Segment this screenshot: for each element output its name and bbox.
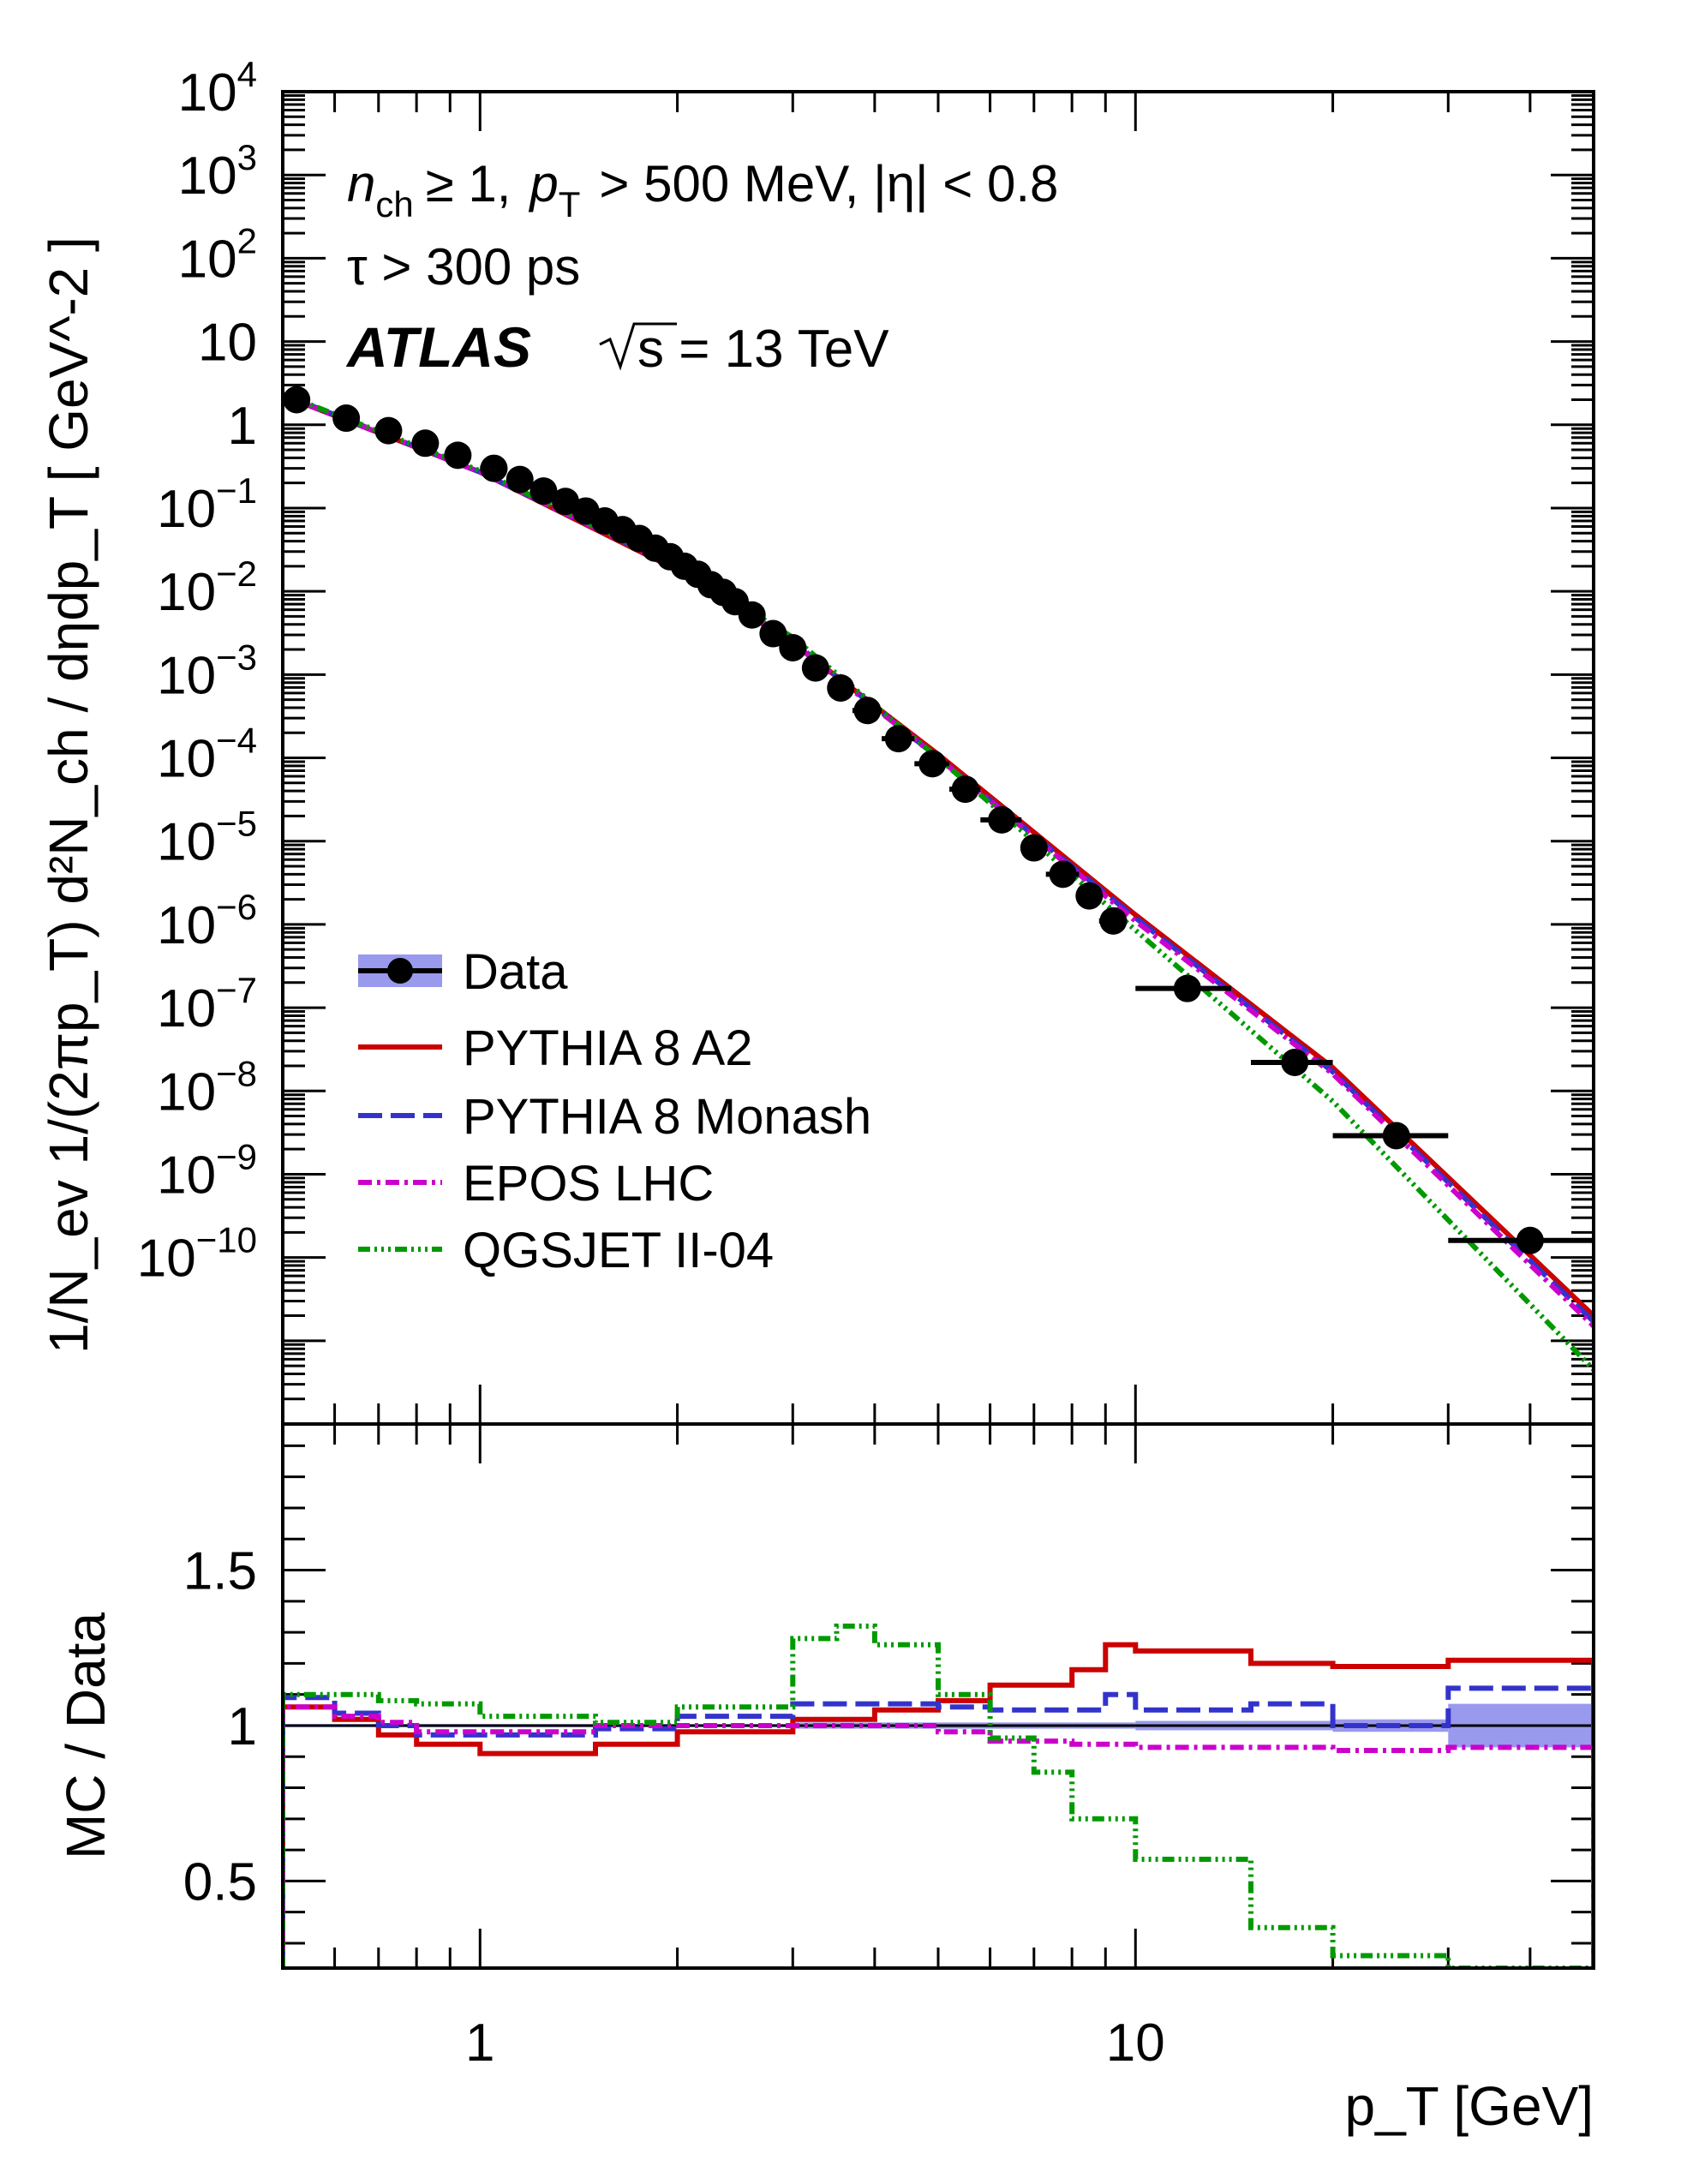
data-point <box>801 654 829 682</box>
main-y-tick-label: 10−7 <box>157 970 257 1038</box>
data-point <box>374 416 403 445</box>
main-y-tick-label: 10−6 <box>157 887 257 955</box>
ratio-y-tick-label: 1.5 <box>183 1542 257 1601</box>
data-point <box>853 697 882 725</box>
ratio-hist-pythia-8-a2 <box>283 1642 1594 1968</box>
data-point <box>283 386 311 414</box>
data-point <box>1173 974 1201 1002</box>
data-point <box>738 601 766 629</box>
main-axis-ticks <box>281 90 1595 1426</box>
cut-pt-symbol: p <box>528 155 558 212</box>
cut-pt-subscript: T <box>559 184 581 224</box>
main-y-tick-label: 1 <box>228 397 257 456</box>
data-points <box>283 386 1594 1254</box>
ratio-y-axis-title: MC / Data <box>55 1613 117 1859</box>
energy-text: s = 13 TeV <box>637 320 889 379</box>
main-y-tick-label: 103 <box>178 137 257 206</box>
data-point <box>884 725 912 753</box>
data-point <box>1516 1226 1544 1254</box>
legend-label-data: Data <box>463 944 568 1000</box>
main-y-axis-title: 1/N_ev 1/(2πp_T) d²N_ch / dηdp_T [ GeV^-… <box>38 236 99 1354</box>
data-point <box>506 465 534 494</box>
data-point <box>1049 860 1077 889</box>
main-y-tick-label: 10−2 <box>157 553 257 622</box>
main-y-tick-label: 10−8 <box>157 1053 257 1122</box>
data-point <box>951 775 979 804</box>
sqrt-sign <box>599 322 677 371</box>
data-point <box>411 429 440 458</box>
x-tick-label-1: 1 <box>465 2013 494 2073</box>
main-panel: 10410310210110−110−210−310−410−510−610−7… <box>38 54 1595 1426</box>
x-axis-title: p_T [GeV] <box>1344 2075 1594 2137</box>
legend-entry-data: Data <box>358 944 568 1000</box>
ratio-hist-qgsjet-ii-04 <box>283 1623 1594 1968</box>
svg-text:1/N_ev 1/(2πp_T) d²N_ch / dηdp: 1/N_ev 1/(2πp_T) d²N_ch / dηdp_T [ GeV^-… <box>38 236 99 1354</box>
cut-nch-symbol: n <box>347 155 375 212</box>
legend-label-epos: EPOS LHC <box>463 1156 714 1212</box>
data-point <box>1281 1048 1309 1076</box>
data-point <box>918 750 947 778</box>
legend-label-qgsjet: QGSJET II-04 <box>463 1223 774 1278</box>
data-point <box>332 404 361 433</box>
ratio-hist-epos-lhc <box>283 1704 1594 1968</box>
ratio-model-histograms <box>283 1623 1594 1968</box>
cut-pt-threshold: > 500 MeV, |η| < 0.8 <box>599 155 1058 212</box>
atlas-label: ATLAS <box>345 315 531 379</box>
data-point <box>988 805 1016 834</box>
legend-entry-pythia-monash: PYTHIA 8 Monash <box>358 1089 871 1145</box>
cut-nch-threshold: ≥ 1, <box>426 155 511 212</box>
main-y-tick-label: 10 <box>198 314 257 373</box>
main-y-tick-labels: 10410310210110−110−210−310−410−510−610−7… <box>137 54 257 1289</box>
data-point <box>529 477 558 506</box>
main-y-tick-label: 10−1 <box>157 470 257 539</box>
legend: Data PYTHIA 8 A2 PYTHIA 8 Monash EPOS LH… <box>358 944 871 1278</box>
data-point <box>1382 1122 1410 1150</box>
data-point <box>779 633 807 661</box>
legend-entry-epos: EPOS LHC <box>358 1156 714 1212</box>
data-point <box>1099 907 1128 935</box>
ratio-hist-pythia-8-monash <box>283 1685 1594 1968</box>
main-y-tick-label: 10−10 <box>137 1220 257 1289</box>
data-point <box>444 441 472 470</box>
legend-entry-qgsjet: QGSJET II-04 <box>358 1223 774 1278</box>
ratio-y-tick-label: 1 <box>228 1697 257 1756</box>
main-y-tick-label: 10−9 <box>157 1136 257 1205</box>
data-point <box>759 619 787 648</box>
y-title-text: 1/N_ev 1/(2πp_T) d²N_ch / dηdp_T [ GeV^-… <box>38 236 99 1354</box>
legend-label-pythia-monash: PYTHIA 8 Monash <box>463 1089 871 1145</box>
ratio-panel: 0.5 1 1.5 MC / Data 1 10 p_T [GeV] <box>55 1422 1595 2137</box>
data-point <box>1075 882 1104 910</box>
main-y-tick-label: 10−5 <box>157 804 257 872</box>
legend-label-pythia-a2: PYTHIA 8 A2 <box>463 1020 753 1076</box>
data-point <box>827 673 855 702</box>
main-y-tick-label: 10−3 <box>157 637 257 705</box>
legend-entry-pythia-a2: PYTHIA 8 A2 <box>358 1020 753 1076</box>
main-y-tick-label: 104 <box>178 54 257 123</box>
x-tick-label-10: 10 <box>1106 2013 1165 2073</box>
main-y-tick-label: 102 <box>178 220 257 289</box>
data-point <box>480 454 508 482</box>
data-point <box>551 488 579 516</box>
ratio-y-tick-labels: 0.5 1 1.5 <box>183 1542 257 1912</box>
cut-nch-subscript: ch <box>375 184 413 224</box>
ratio-y-tick-label: 0.5 <box>183 1852 257 1912</box>
lifetime-annotation: τ > 300 ps <box>347 238 580 296</box>
main-y-tick-label: 10−4 <box>157 721 257 789</box>
ratio-plot-frame <box>281 1422 1595 1970</box>
energy-label: s = 13 TeV <box>599 320 889 379</box>
cut-annotation: nch ≥ 1, pT > 500 MeV, |η| < 0.8 <box>347 155 1058 224</box>
data-point <box>1020 834 1048 862</box>
